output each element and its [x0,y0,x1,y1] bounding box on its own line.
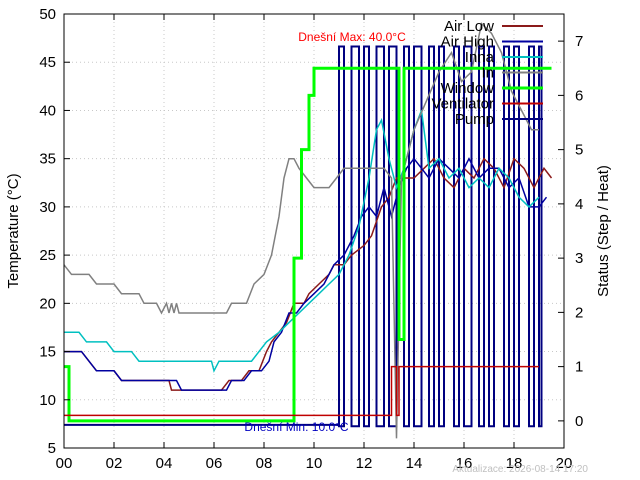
y2-tick-label: 2 [575,304,583,321]
update-timestamp: Aktualizace: 2026-08-14 17:20 [452,464,588,475]
y2-tick-label: 0 [575,413,583,430]
y-tick-label: 25 [39,247,56,264]
series-line-window [64,66,552,423]
y-tick-label: 35 [39,151,56,168]
y2-tick-label: 4 [575,196,583,213]
y-tick-label: 20 [39,295,56,312]
y2-tick-label: 3 [575,250,583,267]
x-tick-label: 02 [106,455,123,472]
y2-axis-title: Status (Step / Heat) [595,165,612,297]
series-line-in [63,22,539,439]
series-line-pump [338,45,543,428]
legend-label-in: In [481,65,494,82]
y2-tick-label: 5 [575,142,583,159]
x-tick-label: 14 [406,455,423,472]
legend-label-window: Window [441,80,495,97]
series-line-inna [64,110,540,373]
legend-label-pump: Pump [455,111,494,128]
y2-tick-label: 6 [575,87,583,104]
min-annotation: Dnešní Min: 10.0°C [244,420,349,434]
y2-tick-label: 1 [575,359,583,376]
ticks: 00 02 04 06 08 10 12 14 16 18 20510152025303540455… [39,6,583,472]
legend-label-air-low: Air Low [444,18,494,35]
x-tick-label: 06 [206,455,223,472]
series-layer [63,22,553,439]
y2-tick-label: 7 [575,33,583,50]
x-tick-label: 18 [506,455,523,472]
y-tick-label: 40 [39,102,56,119]
legend-label-inna: Inna [465,49,495,66]
y-axis-title: Temperature (°C) [5,173,22,288]
y-tick-label: 15 [39,344,56,361]
x-tick-label: 00 [56,455,73,472]
x-tick-label: 10 [306,455,323,472]
y-tick-label: 50 [39,6,56,23]
x-tick-label: 04 [156,455,173,472]
y-tick-label: 10 [39,392,56,409]
y-tick-label: 45 [39,54,56,71]
x-tick-label: 12 [356,455,373,472]
series-line-air-high [64,157,548,391]
legend-label-ventilator: Ventilator [431,96,494,113]
x-tick-label: 08 [256,455,273,472]
max-annotation: Dnešní Max: 40.0°C [298,30,406,44]
y-tick-label: 30 [39,199,56,216]
series-line-ventilator [64,365,539,417]
legend-label-air-high: Air High [441,34,494,51]
x-tick-label: 20 [556,455,573,472]
x-tick-label: 16 [456,455,473,472]
y-tick-label: 5 [48,440,56,457]
